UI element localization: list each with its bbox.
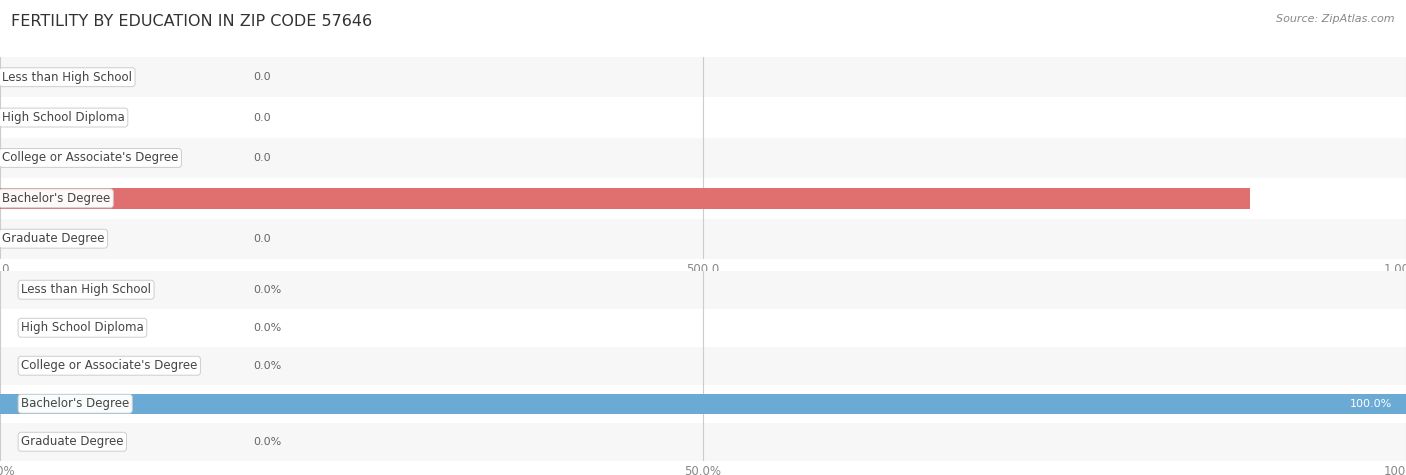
Text: Source: ZipAtlas.com: Source: ZipAtlas.com (1277, 14, 1395, 24)
Bar (0, 309, 1406, 347)
Text: College or Associate's Degree: College or Associate's Degree (21, 359, 197, 372)
Bar (0, 57, 1406, 97)
Text: 0.0: 0.0 (253, 234, 271, 244)
Text: Graduate Degree: Graduate Degree (21, 435, 124, 448)
Bar (0, 178, 1406, 218)
Text: Bachelor's Degree: Bachelor's Degree (21, 397, 129, 410)
Text: High School Diploma: High School Diploma (21, 321, 143, 334)
Text: Less than High School: Less than High School (3, 71, 132, 84)
Text: Graduate Degree: Graduate Degree (3, 232, 104, 245)
Bar (0, 347, 1406, 385)
Bar (0, 423, 1406, 461)
Text: 0.0%: 0.0% (253, 361, 281, 371)
Bar (0, 97, 1406, 138)
Text: 889.0: 889.0 (1360, 193, 1392, 203)
Text: 100.0%: 100.0% (1350, 399, 1392, 409)
Text: FERTILITY BY EDUCATION IN ZIP CODE 57646: FERTILITY BY EDUCATION IN ZIP CODE 57646 (11, 14, 373, 29)
Bar (0, 138, 1406, 178)
Text: 0.0: 0.0 (253, 72, 271, 82)
Text: 0.0%: 0.0% (253, 285, 281, 295)
Text: 0.0%: 0.0% (253, 437, 281, 447)
Bar (0, 218, 1406, 259)
Text: Bachelor's Degree: Bachelor's Degree (3, 192, 110, 205)
Bar (0, 271, 1406, 309)
Bar (0, 394, 1406, 414)
Text: High School Diploma: High School Diploma (3, 111, 125, 124)
Bar (0, 385, 1406, 423)
Text: Less than High School: Less than High School (21, 283, 150, 296)
Text: 0.0: 0.0 (253, 113, 271, 123)
Text: 0.0%: 0.0% (253, 323, 281, 333)
Text: 0.0: 0.0 (253, 153, 271, 163)
Text: College or Associate's Degree: College or Associate's Degree (3, 152, 179, 164)
Bar (0, 188, 1250, 209)
